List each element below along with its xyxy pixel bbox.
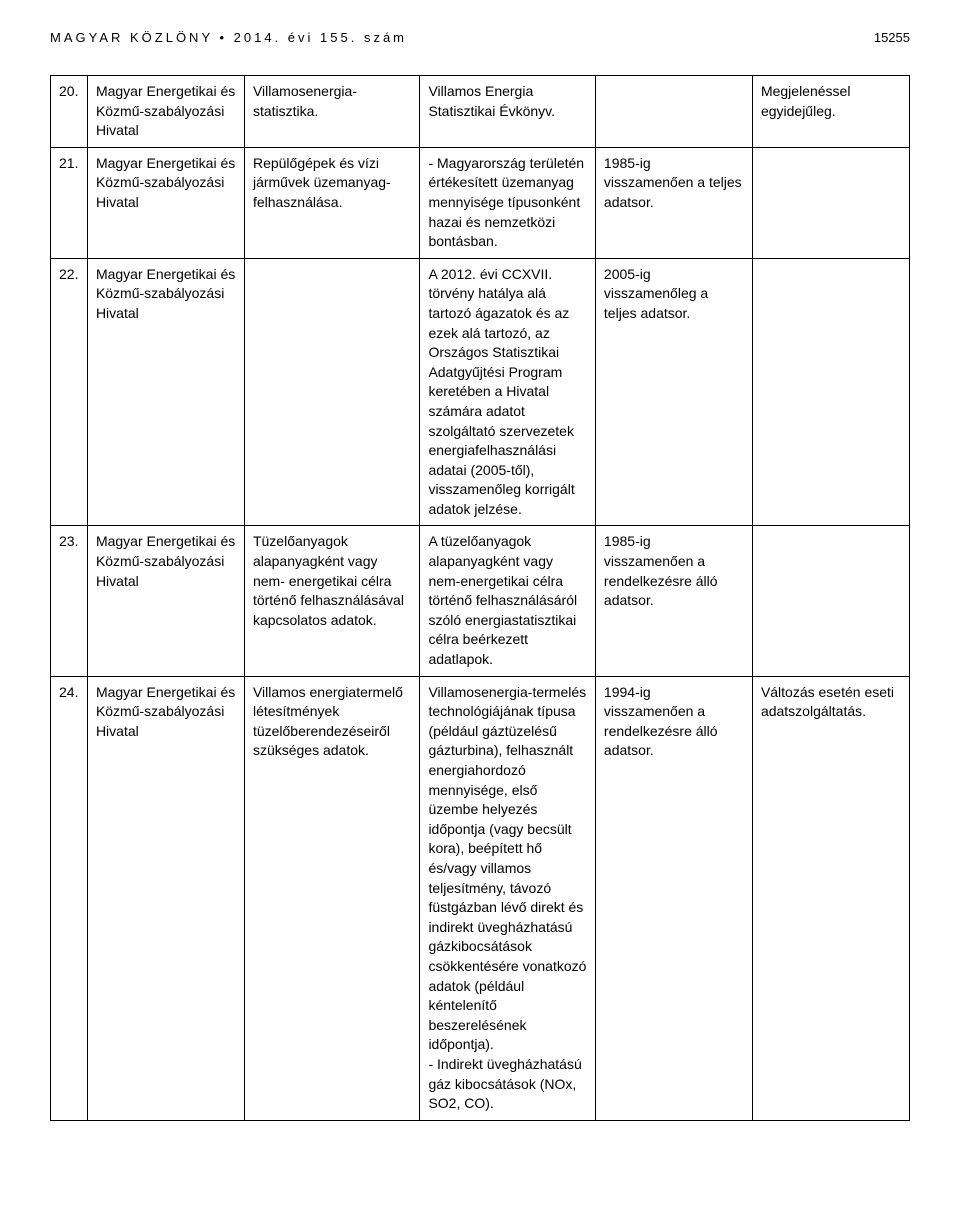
col-5: 1985-ig visszamenően a teljes adatsor.: [595, 147, 752, 258]
organization: Magyar Energetikai és Közmű-szabályozási…: [87, 258, 244, 526]
col-4: Villamos Energia Statisztikai Évkönyv.: [420, 76, 595, 148]
col-5: 2005-ig visszamenőleg a teljes adatsor.: [595, 258, 752, 526]
col-6: Megjelenéssel egyidejűleg.: [752, 76, 909, 148]
col-3: Tüzelőanyagok alapanyagként vagy nem- en…: [244, 526, 419, 676]
row-number: 22.: [51, 258, 88, 526]
organization: Magyar Energetikai és Közmű-szabályozási…: [87, 526, 244, 676]
row-number: 21.: [51, 147, 88, 258]
organization: Magyar Energetikai és Közmű-szabályozási…: [87, 76, 244, 148]
col-3: Repülőgépek és vízi járművek üzemanyag-f…: [244, 147, 419, 258]
col-4: - Magyarország területén értékesített üz…: [420, 147, 595, 258]
table-row: 20.Magyar Energetikai és Közmű-szabályoz…: [51, 76, 910, 148]
header-page-number: 15255: [874, 30, 910, 45]
header-left: MAGYAR KÖZLÖNY • 2014. évi 155. szám: [50, 30, 407, 45]
page: MAGYAR KÖZLÖNY • 2014. évi 155. szám 152…: [0, 0, 960, 1161]
col-3: Villamosenergia-statisztika.: [244, 76, 419, 148]
row-number: 24.: [51, 676, 88, 1120]
organization: Magyar Energetikai és Közmű-szabályozási…: [87, 147, 244, 258]
table-row: 22.Magyar Energetikai és Közmű-szabályoz…: [51, 258, 910, 526]
col-3: [244, 258, 419, 526]
row-number: 20.: [51, 76, 88, 148]
data-table: 20.Magyar Energetikai és Közmű-szabályoz…: [50, 75, 910, 1121]
col-5: [595, 76, 752, 148]
col-6: Változás esetén eseti adatszolgáltatás.: [752, 676, 909, 1120]
table-row: 24.Magyar Energetikai és Közmű-szabályoz…: [51, 676, 910, 1120]
col-5: 1994-ig visszamenően a rendelkezésre áll…: [595, 676, 752, 1120]
table-row: 23.Magyar Energetikai és Közmű-szabályoz…: [51, 526, 910, 676]
col-4: A tüzelőanyagok alapanyagként vagy nem-e…: [420, 526, 595, 676]
col-6: [752, 147, 909, 258]
page-header: MAGYAR KÖZLÖNY • 2014. évi 155. szám 152…: [50, 30, 910, 45]
col-4: Villamosenergia-termelés technológiájána…: [420, 676, 595, 1120]
col-4: A 2012. évi CCXVII. törvény hatálya alá …: [420, 258, 595, 526]
col-3: Villamos energiatermelő létesítmények tü…: [244, 676, 419, 1120]
organization: Magyar Energetikai és Közmű-szabályozási…: [87, 676, 244, 1120]
col-5: 1985-ig visszamenően a rendelkezésre áll…: [595, 526, 752, 676]
col-6: [752, 526, 909, 676]
row-number: 23.: [51, 526, 88, 676]
table-row: 21.Magyar Energetikai és Közmű-szabályoz…: [51, 147, 910, 258]
col-6: [752, 258, 909, 526]
